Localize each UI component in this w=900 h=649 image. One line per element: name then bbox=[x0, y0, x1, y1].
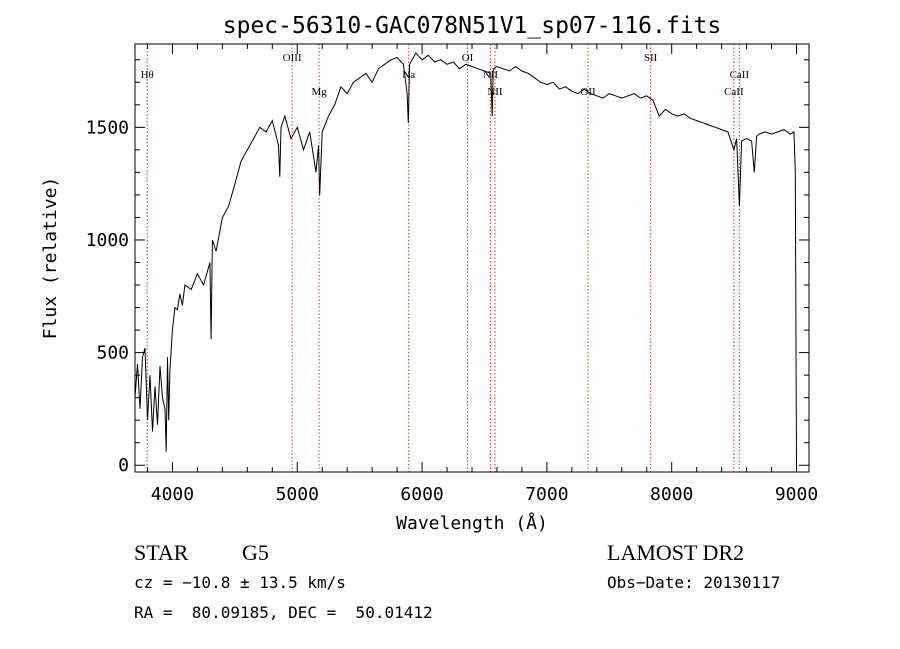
plot-frame bbox=[134, 43, 810, 473]
x-axis-label: Wavelength (Å) bbox=[396, 512, 548, 534]
observation-date: Obs−Date: 20130117 bbox=[607, 573, 781, 592]
x-axis: 4000 5000 6000 7000 8000 9000 bbox=[146, 44, 818, 505]
line-marker-label: CaII bbox=[724, 86, 744, 98]
y-tick-label: 0 bbox=[118, 455, 129, 476]
line-marker-label: SII bbox=[644, 52, 658, 64]
line-marker-label: Hθ bbox=[141, 69, 154, 81]
line-marker-guides bbox=[146, 44, 740, 472]
line-marker-label: OI bbox=[462, 52, 474, 64]
x-tick-label: 8000 bbox=[650, 484, 693, 505]
x-tick-label: 5000 bbox=[276, 484, 319, 505]
y-tick-label: 500 bbox=[96, 343, 129, 364]
survey-name: LAMOST DR2 bbox=[607, 540, 745, 565]
y-axis: 0 500 1000 1500 bbox=[86, 59, 809, 476]
spectrum-line bbox=[134, 52, 797, 464]
coordinates-readout: RA = 80.09185, DEC = 50.01412 bbox=[134, 603, 433, 622]
line-marker-label: Mg bbox=[311, 86, 327, 98]
x-tick-label: 7000 bbox=[525, 484, 568, 505]
spectral-subclass: G5 bbox=[242, 540, 269, 565]
chart-title: spec-56310-GAC078N51V1_sp07-116.fits bbox=[223, 13, 722, 39]
x-tick-label: 9000 bbox=[775, 484, 818, 505]
line-marker-label: CaII bbox=[730, 69, 750, 81]
object-class: STAR bbox=[134, 540, 189, 565]
y-tick-label: 1000 bbox=[86, 230, 129, 251]
spectrum-series bbox=[134, 52, 797, 464]
line-marker-label: NII bbox=[487, 86, 503, 98]
y-axis-label: Flux (relative) bbox=[40, 177, 61, 340]
line-marker-label: OIII bbox=[283, 52, 302, 64]
y-tick-label: 1500 bbox=[86, 117, 129, 138]
velocity-readout: cz = −10.8 ± 13.5 km/s bbox=[134, 573, 346, 592]
x-tick-label: 4000 bbox=[151, 484, 194, 505]
x-tick-label: 6000 bbox=[400, 484, 443, 505]
